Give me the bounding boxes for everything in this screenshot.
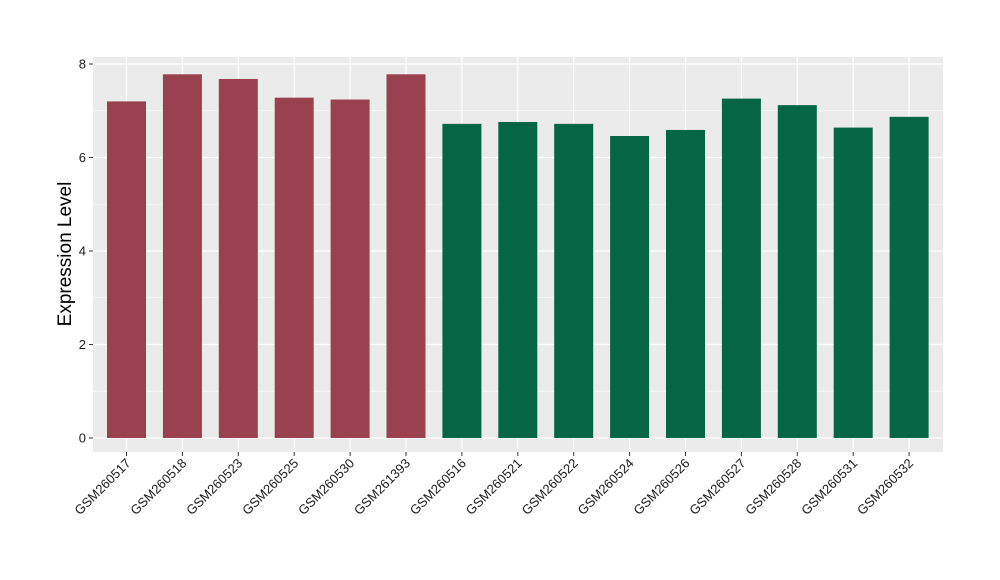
bar-GSM260518 [162,74,202,438]
x-tick-label: GSM260523 [183,456,245,518]
y-tick-label: 2 [79,337,86,352]
x-tick-label: GSM260530 [295,456,357,518]
x-tick-label: GSM260521 [463,456,525,518]
bar-GSM260524 [610,136,650,438]
x-tick-label: GSM260522 [519,456,581,518]
bar-GSM260532 [889,116,929,438]
x-tick-label: GSM260528 [742,456,804,518]
bar-GSM260522 [554,123,594,438]
bar-GSM260521 [498,121,538,438]
bar-GSM260525 [274,97,314,438]
y-tick-label: 0 [79,430,86,445]
x-tick-label: GSM261393 [351,456,413,518]
y-tick-label: 4 [79,243,86,258]
x-tick-label: GSM260531 [798,456,860,518]
y-axis: 0 2 4 6 8 [79,57,93,445]
bar-layer [107,74,929,438]
x-tick-label: GSM260517 [71,456,133,518]
bar-GSM260528 [777,105,817,438]
y-axis-title: Expression Level [55,182,76,327]
x-tick-label: GSM260525 [239,456,301,518]
bar-GSM260526 [666,129,705,438]
x-tick-label: GSM260516 [407,456,469,518]
bar-GSM261393 [386,74,426,438]
bar-GSM260523 [218,78,258,438]
x-tick-label: GSM260518 [127,456,189,518]
x-tick-label: GSM260527 [686,456,748,518]
bar-GSM260531 [833,127,873,438]
bar-GSM260530 [330,99,370,438]
x-tick-label: GSM260532 [854,456,916,518]
y-tick-label: 8 [79,57,86,72]
y-tick-label: 6 [79,150,86,165]
x-axis: GSM260517GSM260518GSM260523GSM260525GSM2… [71,452,916,518]
x-tick-label: GSM260524 [574,456,636,518]
bar-GSM260517 [107,101,146,438]
bar-GSM260516 [442,123,482,438]
x-tick-label: GSM260526 [630,456,692,518]
bar-GSM260527 [721,98,761,438]
